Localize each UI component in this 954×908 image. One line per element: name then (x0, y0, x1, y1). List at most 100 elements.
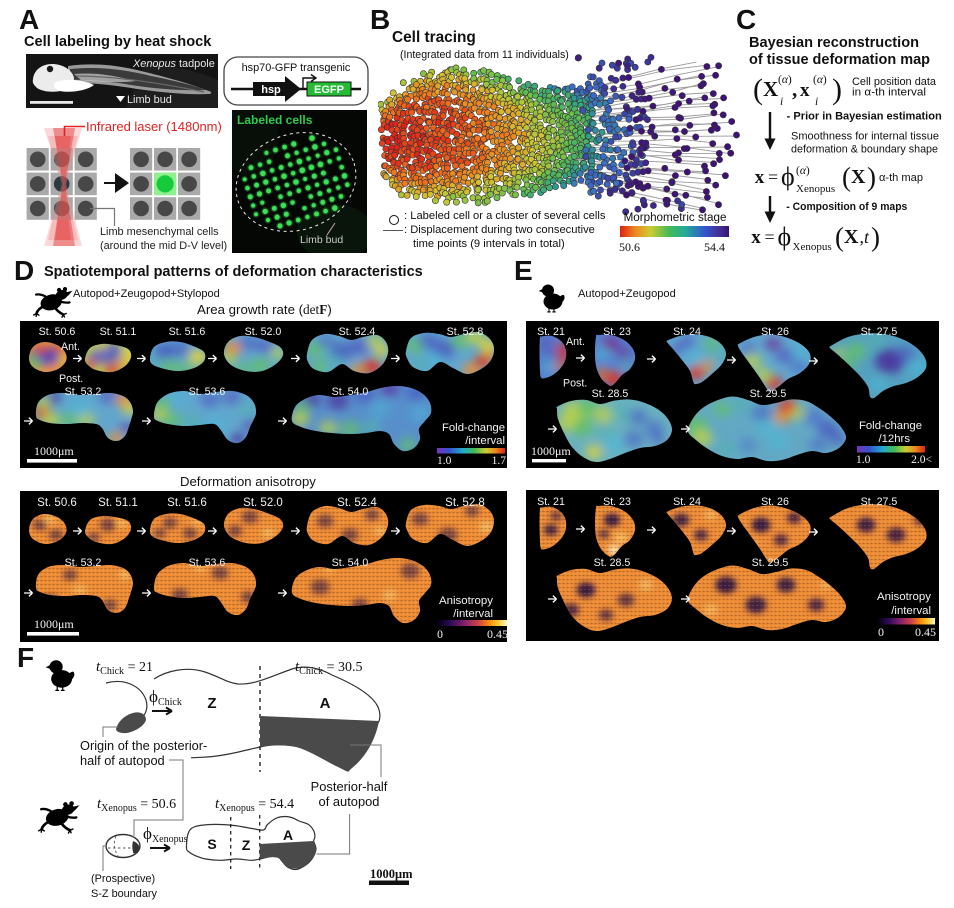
svg-text:St. 27.5: St. 27.5 (861, 326, 898, 338)
svg-text:hsp: hsp (261, 84, 281, 96)
svg-text:X: X (763, 77, 778, 101)
svg-text:- Composition of 9 maps: - Composition of 9 maps (786, 201, 907, 213)
svg-text:1000μm: 1000μm (34, 617, 74, 631)
svg-text:in α-th interval: in α-th interval (852, 87, 926, 99)
svg-text:x: x (755, 167, 765, 188)
svg-text:X: X (844, 226, 859, 248)
svg-text:1000μm: 1000μm (531, 444, 571, 458)
svg-text:Xenopus tadpole: Xenopus tadpole (132, 58, 215, 70)
svg-text:St. 52.4: St. 52.4 (337, 497, 377, 509)
svg-text:/interval: /interval (453, 608, 493, 620)
svg-text:St. 53.2: St. 53.2 (65, 386, 102, 398)
svg-text:(α): (α) (778, 74, 792, 86)
svg-text:St. 21: St. 21 (537, 496, 565, 508)
svg-text:St. 23: St. 23 (603, 496, 631, 508)
svg-text:Xenopus: Xenopus (793, 241, 832, 253)
svg-text:Ant.: Ant. (61, 341, 80, 353)
svg-text:/interval: /interval (465, 435, 505, 447)
svg-text:tChick = 30.5: tChick = 30.5 (295, 659, 362, 677)
svg-text:1000μm: 1000μm (34, 444, 74, 458)
svg-text:(α): (α) (796, 165, 810, 177)
svg-text:St. 51.1: St. 51.1 (100, 326, 137, 338)
svg-text:Z: Z (207, 695, 216, 712)
svg-text:A: A (283, 827, 293, 843)
svg-text:1.0: 1.0 (856, 454, 871, 466)
svg-text:St. 28.5: St. 28.5 (594, 557, 631, 569)
svg-text:0: 0 (437, 627, 443, 641)
svg-text:St. 26: St. 26 (761, 326, 789, 338)
svg-text:=: = (765, 227, 775, 247)
svg-text:0.45: 0.45 (487, 627, 507, 641)
svg-text:Z: Z (242, 837, 251, 853)
svg-text:- Prior in Bayesian estimation: - Prior in Bayesian estimation (787, 111, 942, 123)
svg-text:half of autopod: half of autopod (80, 753, 165, 768)
svg-text:(: ( (842, 162, 851, 192)
svg-text:St. 52.8: St. 52.8 (445, 497, 485, 509)
svg-text:St. 51.1: St. 51.1 (98, 497, 138, 509)
svg-text:Ant.: Ant. (566, 336, 585, 348)
svg-text:St. 26: St. 26 (761, 496, 789, 508)
svg-text:Fold-change: Fold-change (442, 422, 505, 434)
svg-text:deformation & boundary shape: deformation & boundary shape (791, 144, 938, 156)
svg-text:): ) (867, 162, 876, 192)
svg-text:0.45: 0.45 (915, 625, 936, 639)
svg-text:ϕChick: ϕChick (149, 687, 182, 708)
svg-text:(Prospective): (Prospective) (91, 873, 155, 885)
svg-text:(: ( (835, 222, 844, 252)
svg-text:S-Z boundary: S-Z boundary (91, 888, 158, 900)
svg-text:tXenopus = 54.4: tXenopus = 54.4 (215, 796, 294, 814)
svg-text:(: ( (753, 73, 763, 106)
svg-text:St. 21: St. 21 (537, 326, 565, 338)
svg-text:i: i (815, 96, 818, 108)
svg-text:St. 54.0: St. 54.0 (332, 557, 369, 569)
svg-text:St. 53.6: St. 53.6 (189, 557, 226, 569)
svg-text:(α): (α) (813, 74, 827, 86)
svg-text:St. 51.6: St. 51.6 (167, 497, 207, 509)
svg-text:2.0<: 2.0< (911, 454, 932, 466)
svg-text:1000μm: 1000μm (370, 867, 413, 881)
svg-text:Fold-change: Fold-change (859, 420, 922, 432)
svg-text:Origin of the posterior-: Origin of the posterior- (80, 738, 207, 753)
svg-text:St. 54.0: St. 54.0 (332, 386, 369, 398)
svg-text:α-th map: α-th map (879, 172, 923, 184)
svg-text:St. 28.5: St. 28.5 (592, 388, 629, 400)
svg-text:Xenopus: Xenopus (796, 183, 835, 195)
svg-text:St. 52.8: St. 52.8 (447, 326, 484, 338)
svg-text:,: , (792, 77, 797, 101)
svg-text:St. 27.5: St. 27.5 (861, 496, 898, 508)
svg-text:Smoothness for internal tissue: Smoothness for internal tissue (791, 131, 939, 143)
svg-text:of tissue deformation map: of tissue deformation map (749, 52, 930, 68)
svg-text:Limb bud: Limb bud (300, 234, 343, 246)
svg-text:tXenopus = 50.6: tXenopus = 50.6 (97, 796, 176, 814)
svg-text:Anisotropy: Anisotropy (439, 595, 493, 607)
svg-text:S: S (207, 836, 216, 852)
svg-text:0: 0 (878, 625, 884, 639)
svg-text:Labeled cells: Labeled cells (237, 113, 313, 127)
svg-text:St. 24: St. 24 (673, 326, 701, 338)
svg-text:Anisotropy: Anisotropy (877, 591, 931, 603)
svg-text:Posterior-half: Posterior-half (311, 779, 388, 794)
svg-text:x: x (751, 227, 761, 248)
svg-text:=: = (768, 167, 778, 187)
svg-text:x: x (800, 80, 810, 101)
svg-text:1.7: 1.7 (492, 455, 507, 467)
svg-text:Post.: Post. (563, 378, 587, 390)
svg-text:): ) (832, 73, 842, 106)
svg-text:ϕ: ϕ (781, 162, 795, 191)
svg-text:tChick = 21: tChick = 21 (96, 659, 153, 677)
svg-text:St. 23: St. 23 (603, 326, 631, 338)
svg-text:/interval: /interval (891, 605, 931, 617)
svg-text:St. 52.0: St. 52.0 (243, 497, 283, 509)
svg-text:Cell position data: Cell position data (852, 76, 937, 88)
svg-text:Post.: Post. (59, 373, 83, 385)
svg-text:of autopod: of autopod (319, 794, 380, 809)
svg-text:St. 53.6: St. 53.6 (189, 386, 226, 398)
svg-text:): ) (871, 222, 880, 252)
svg-text:St. 53.2: St. 53.2 (65, 557, 102, 569)
svg-text:St. 52.4: St. 52.4 (339, 326, 376, 338)
svg-text:ϕXenopus: ϕXenopus (143, 824, 188, 845)
svg-text:St. 51.6: St. 51.6 (169, 326, 206, 338)
svg-text:St. 52.0: St. 52.0 (245, 326, 282, 338)
svg-text:1.0: 1.0 (437, 455, 452, 467)
svg-text:Limb bud: Limb bud (127, 94, 172, 106)
